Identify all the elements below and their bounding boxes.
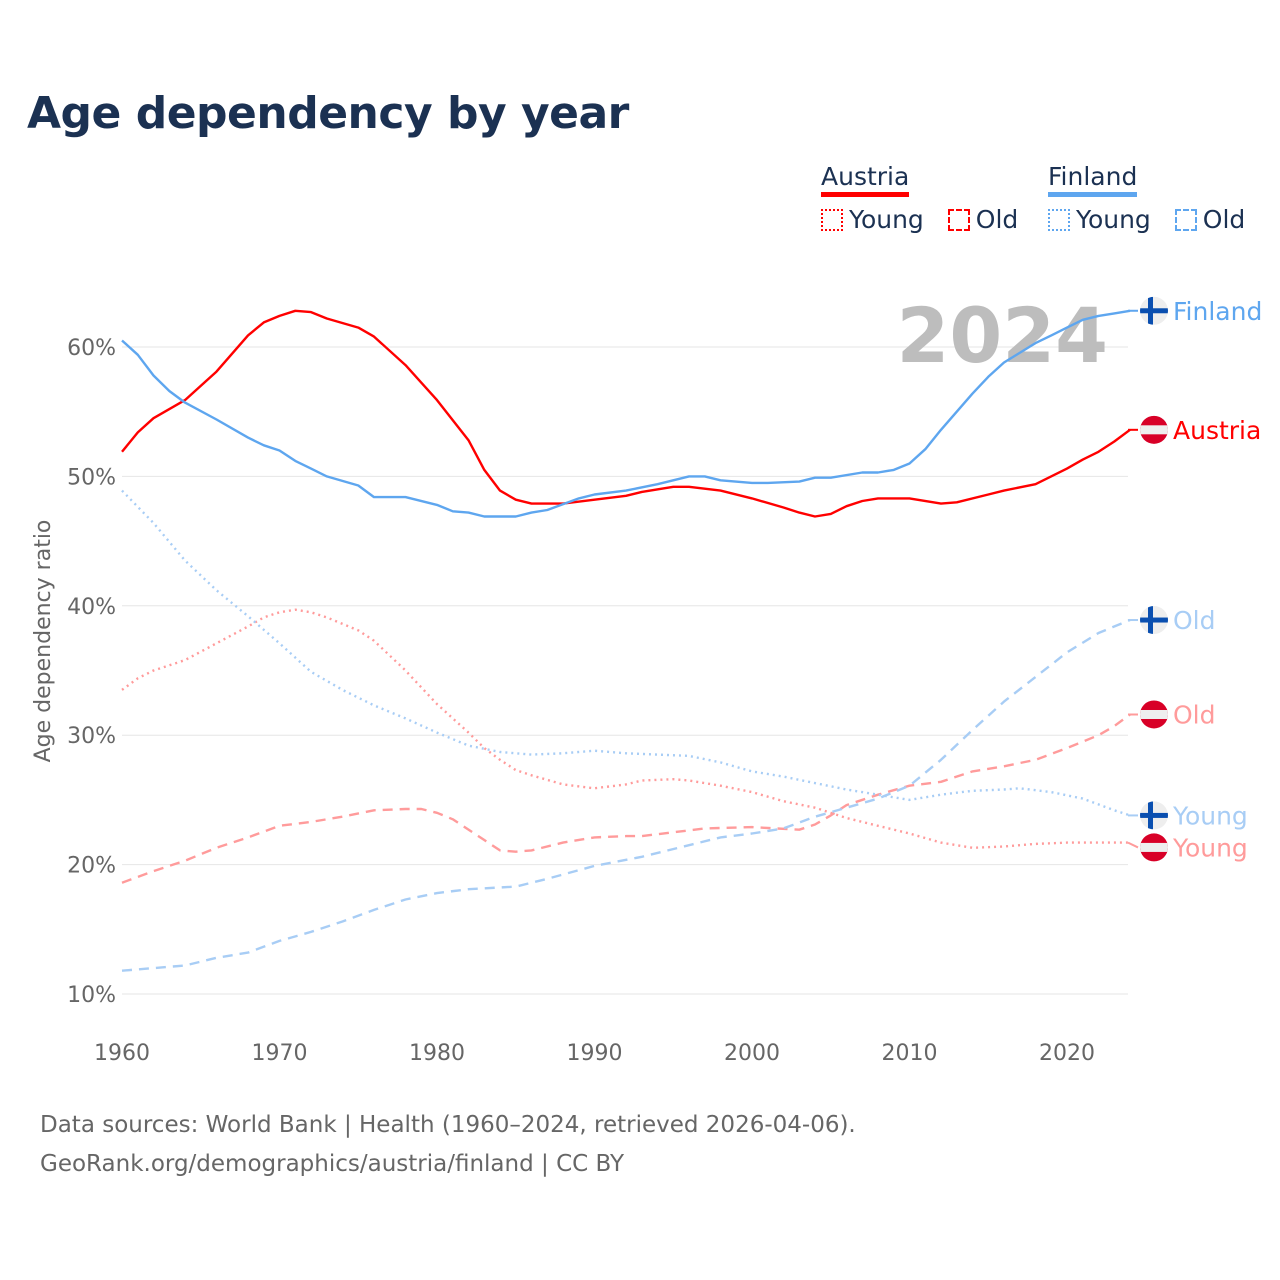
y-tick-label: 60% [67, 336, 116, 361]
legend-austria[interactable]: Austria Young Old [821, 162, 1034, 237]
source-line: Data sources: World Bank | Health (1960–… [40, 1112, 856, 1138]
x-tick-label: 1970 [252, 1041, 308, 1066]
y-axis-label: Age dependency ratio [31, 520, 56, 763]
dashed-swatch-icon [947, 208, 970, 231]
source-link[interactable]: GeoRank.org/demographics/austria/finland… [40, 1151, 625, 1177]
series-line-finland[interactable] [121, 309, 1131, 518]
legend-label: Old [975, 205, 1019, 234]
y-tick-label: 50% [67, 465, 116, 490]
y-tick-label: 30% [67, 724, 116, 749]
legend-austria-young[interactable]: Young [821, 205, 924, 234]
legend-finland-label[interactable]: Finland [1048, 162, 1138, 197]
source-note: Data sources: World Bank | Health (1960–… [40, 1106, 856, 1184]
legend-label: Young [849, 205, 924, 234]
finland-flag-icon [1140, 296, 1168, 325]
chart-title: Age dependency by year [27, 88, 629, 139]
austria-flag-icon [1140, 415, 1168, 444]
x-tick-label: 1960 [94, 1041, 150, 1066]
x-tick-label: 2010 [882, 1041, 938, 1066]
end-label: Young [1172, 801, 1248, 830]
series-line-austria[interactable] [121, 309, 1131, 518]
end-label: Old [1173, 700, 1216, 729]
y-tick-label: 20% [67, 854, 116, 879]
end-label: Austria [1173, 416, 1261, 445]
legend-label: Old [1202, 205, 1246, 234]
dotted-swatch-icon [821, 208, 843, 231]
series-line-austria-young[interactable] [121, 608, 1130, 849]
x-tick-label: 2020 [1039, 1041, 1095, 1066]
legend-finland-old[interactable]: Old [1174, 205, 1246, 234]
finland-flag-icon [1140, 606, 1168, 635]
legend-austria-old[interactable]: Old [947, 205, 1019, 234]
legend-finland-young[interactable]: Young [1048, 205, 1151, 234]
finland-flag-icon [1140, 801, 1168, 830]
end-label: Finland [1173, 297, 1262, 326]
legend-finland[interactable]: Finland Young Old [1048, 162, 1261, 237]
x-tick-label: 2000 [724, 1041, 780, 1066]
y-tick-label: 10% [67, 983, 116, 1008]
austria-flag-icon [1140, 700, 1168, 729]
dotted-swatch-icon [1048, 208, 1070, 231]
x-tick-label: 1990 [567, 1041, 623, 1066]
series-line-finland-old[interactable] [121, 618, 1131, 972]
austria-flag-icon [1140, 833, 1168, 862]
legend-austria-label[interactable]: Austria [821, 162, 910, 197]
y-tick-label: 40% [67, 595, 116, 620]
legend-label: Young [1076, 205, 1151, 234]
x-tick-label: 1980 [409, 1041, 465, 1066]
year-watermark: 2024 [896, 291, 1108, 380]
end-label: Young [1172, 833, 1248, 862]
end-connector [1127, 841, 1139, 849]
end-label: Old [1173, 606, 1216, 635]
series-line-austria-old[interactable] [121, 713, 1131, 884]
dashed-swatch-icon [1174, 208, 1197, 231]
series-line-finland-young[interactable] [121, 489, 1131, 817]
